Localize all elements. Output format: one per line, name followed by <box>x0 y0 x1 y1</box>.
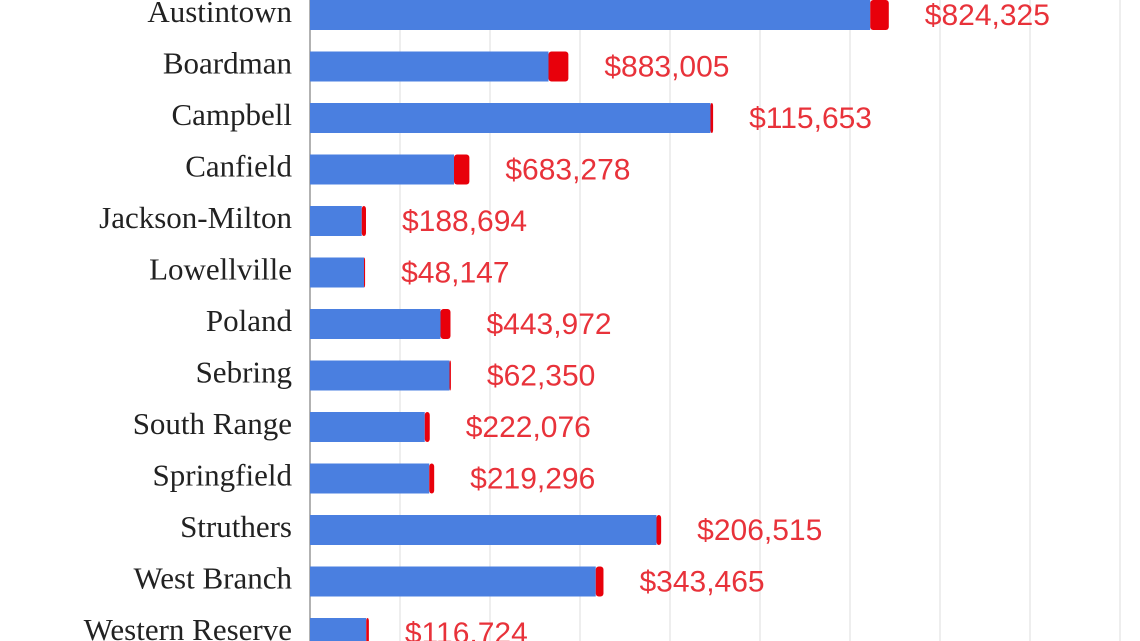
category-label: Western Reserve <box>84 612 292 641</box>
value-label: $188,694 <box>402 205 527 238</box>
category-label: Campbell <box>171 97 292 132</box>
bar-segment <box>310 257 364 288</box>
bar-segment <box>310 463 430 494</box>
bar-segment <box>440 309 451 339</box>
bar-segment <box>366 618 369 641</box>
bar-segment <box>310 566 596 597</box>
category-label: Lowellville <box>149 252 292 287</box>
category-label: Boardman <box>163 46 293 81</box>
bar-segment <box>310 51 549 82</box>
bar-segment <box>310 103 711 133</box>
category-label: Canfield <box>185 149 292 184</box>
bar-segment <box>310 206 362 236</box>
bar-segment <box>548 51 569 82</box>
bar-segment <box>449 360 451 391</box>
bar-segment <box>656 515 662 545</box>
bar-segment <box>424 412 430 442</box>
bar-segment <box>454 154 470 185</box>
category-label: Struthers <box>180 509 292 544</box>
category-label: Austintown <box>147 0 292 29</box>
bar-segment <box>310 618 367 641</box>
value-label: $443,972 <box>486 308 611 341</box>
category-label: Springfield <box>153 458 293 493</box>
value-label: $62,350 <box>487 359 595 392</box>
category-label: Poland <box>206 303 293 338</box>
bar-segment <box>710 103 714 133</box>
bar-segment <box>870 0 889 30</box>
bar-segment <box>595 566 604 597</box>
category-label: South Range <box>133 406 292 441</box>
value-label: $219,296 <box>470 462 595 495</box>
value-label: $116,724 <box>405 617 528 641</box>
category-label: Jackson-Milton <box>99 200 292 235</box>
bar-segment <box>310 0 871 30</box>
bar-segment <box>429 463 435 494</box>
bar-segment <box>310 515 657 545</box>
value-label: $115,653 <box>749 102 872 135</box>
category-label: West Branch <box>134 561 293 596</box>
value-label: $343,465 <box>639 565 764 598</box>
bar-segment <box>310 309 441 339</box>
value-label: $206,515 <box>697 514 822 547</box>
bar-segment <box>364 257 366 288</box>
value-label: $824,325 <box>925 0 1050 32</box>
value-label: $683,278 <box>505 153 630 186</box>
category-label: Sebring <box>196 355 292 390</box>
bar-segment <box>310 360 450 391</box>
bar-segment <box>361 206 366 236</box>
bar-segment <box>310 412 425 442</box>
value-label: $222,076 <box>466 411 591 444</box>
value-label: $48,147 <box>401 256 509 289</box>
value-label: $883,005 <box>604 50 729 83</box>
bar-segment <box>310 154 454 185</box>
